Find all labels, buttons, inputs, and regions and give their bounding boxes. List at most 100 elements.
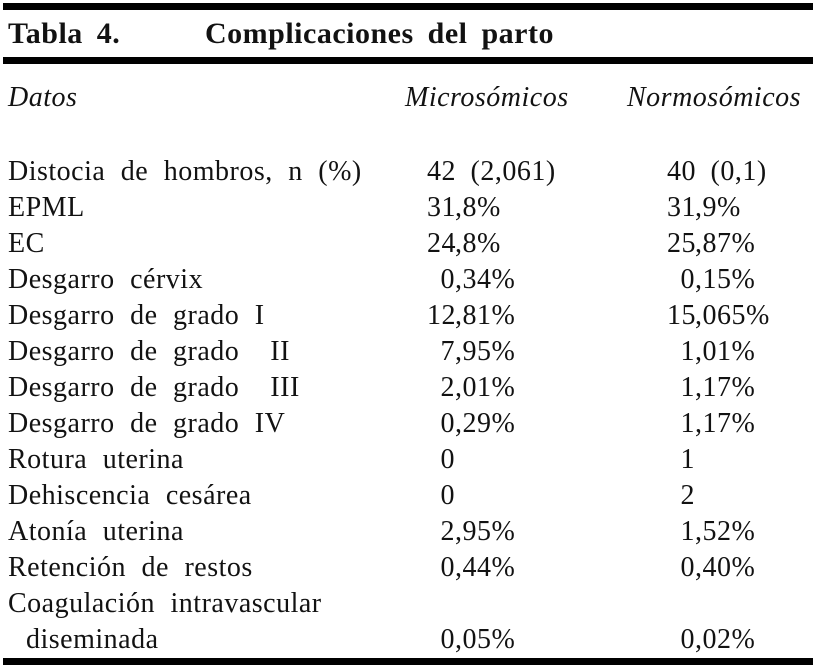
value-normosomicos: 1 [627,442,816,478]
row-label: EPML [8,192,85,223]
table-row: Retención de restos 0,44% 0,40% [0,550,816,586]
caption-rule [3,57,813,64]
value-integer-part: 42 [427,156,456,187]
row-label: Distocia de hombros, n (%) [8,156,362,187]
value-fraction-part: ,29% [455,408,516,439]
value-integer-part: 12 [427,300,456,331]
value-integer-part: 0 [440,264,455,295]
value-normosomicos: 31,9% [627,190,816,226]
table-row: EC 24,8% 25,87% [0,226,816,262]
value-fraction-part: ,34% [455,264,516,295]
value-microsomicos: 2,95% [405,514,627,550]
table-row: Desgarro cérvix 0,34% 0,15% [0,262,816,298]
table-row: EPML 31,8% 31,9% [0,190,816,226]
top-rule [3,3,813,10]
row-label: Atonía uterina [8,516,184,547]
value-integer-part: 0 [680,264,695,295]
value-fraction-part: ,17% [695,372,756,403]
value-integer-part: 0 [440,480,455,511]
value-microsomicos: 0,05% [405,622,627,658]
value-integer-part: 15 [667,300,696,331]
table-body: Distocia de hombros, n (%) 42 (2,061) 40… [0,154,816,658]
value-microsomicos: 0,34% [405,262,627,298]
row-label: Rotura uterina [8,444,184,475]
row-label: Desgarro cérvix [8,264,204,295]
table-title: Complicaciones del parto [205,16,554,50]
value-integer-part: 1 [680,408,695,439]
value-normosomicos: 1,17% [627,406,816,442]
value-integer-part: 7 [440,336,455,367]
bottom-rule [3,658,813,665]
value-fraction-part: ,8% [455,228,501,259]
value-integer-part: 2 [440,516,455,547]
value-fraction-part: ,95% [455,336,516,367]
row-label: Desgarro de grado IV [8,408,286,439]
value-integer-part: 0 [440,552,455,583]
value-fraction-part: ,52% [695,516,756,547]
value-microsomicos: 12,81% [405,298,627,334]
value-microsomicos: 0,44% [405,550,627,586]
row-label: Dehiscencia cesárea [8,480,252,511]
value-integer-part: 1 [680,516,695,547]
value-fraction-part: ,8% [455,192,501,223]
value-fraction-part: ,40% [695,552,756,583]
value-microsomicos: 0,29% [405,406,627,442]
value-integer-part: 24 [427,228,456,259]
table-row: Desgarro de grado IV 0,29% 1,17% [0,406,816,442]
column-header-normosomicos: Normosómicos [627,82,802,113]
table-row: Distocia de hombros, n (%) 42 (2,061) 40… [0,154,816,190]
value-fraction-part: ,9% [695,192,741,223]
value-fraction-part: ,87% [695,228,756,259]
value-integer-part: 0 [680,552,695,583]
value-integer-part: 0 [440,624,455,655]
value-normosomicos [627,586,816,622]
row-label: diseminada [26,624,159,655]
table-row: Coagulación intravascular [0,586,816,622]
value-integer-part: 31 [427,192,456,223]
value-normosomicos: 1,52% [627,514,816,550]
column-header-row: Datos Microsómicos Normosómicos [0,80,816,116]
row-label: Coagulación intravascular [8,588,322,619]
value-normosomicos: 0,02% [627,622,816,658]
table-row: Atonía uterina 2,95% 1,52% [0,514,816,550]
value-microsomicos: 2,01% [405,370,627,406]
table-row: Desgarro de grado II 7,95% 1,01% [0,334,816,370]
value-integer-part: 2 [440,372,455,403]
value-microsomicos: 31,8% [405,190,627,226]
row-label: EC [8,228,45,259]
value-integer-part: 2 [680,480,695,511]
value-microsomicos: 42 (2,061) [405,154,627,190]
value-normosomicos: 1,17% [627,370,816,406]
value-microsomicos [405,586,627,622]
table-caption: Tabla 4. Complicaciones del parto [0,10,816,57]
value-microsomicos: 7,95% [405,334,627,370]
value-integer-part: 0 [440,444,455,475]
value-normosomicos: 40 (0,1) [627,154,816,190]
value-integer-part: 25 [667,228,696,259]
value-fraction-part: ,81% [455,300,516,331]
table-row: Desgarro de grado I 12,81% 15,065% [0,298,816,334]
value-fraction-part: ,15% [695,264,756,295]
table-number: Tabla 4. [8,16,121,50]
row-label: Retención de restos [8,552,253,583]
value-fraction-part: ,95% [455,516,516,547]
value-microsomicos: 0 [405,442,627,478]
value-normosomicos: 15,065% [627,298,816,334]
table-row: diseminada 0,05% 0,02% [0,622,816,658]
column-header-datos: Datos [8,82,78,113]
value-integer-part: 31 [667,192,696,223]
column-header-microsomicos: Microsómicos [405,82,569,113]
value-normosomicos: 0,15% [627,262,816,298]
value-fraction-part: ,44% [455,552,516,583]
value-fraction-part: ,05% [455,624,516,655]
value-microsomicos: 0 [405,478,627,514]
value-microsomicos: 24,8% [405,226,627,262]
value-integer-part: 0 [440,408,455,439]
table-row: Desgarro de grado III 2,01% 1,17% [0,370,816,406]
value-integer-part: 1 [680,336,695,367]
value-normosomicos: 2 [627,478,816,514]
value-fraction-part: ,17% [695,408,756,439]
row-label: Desgarro de grado II [8,336,290,367]
value-fraction-part: (2,061) [455,156,556,187]
value-normosomicos: 25,87% [627,226,816,262]
